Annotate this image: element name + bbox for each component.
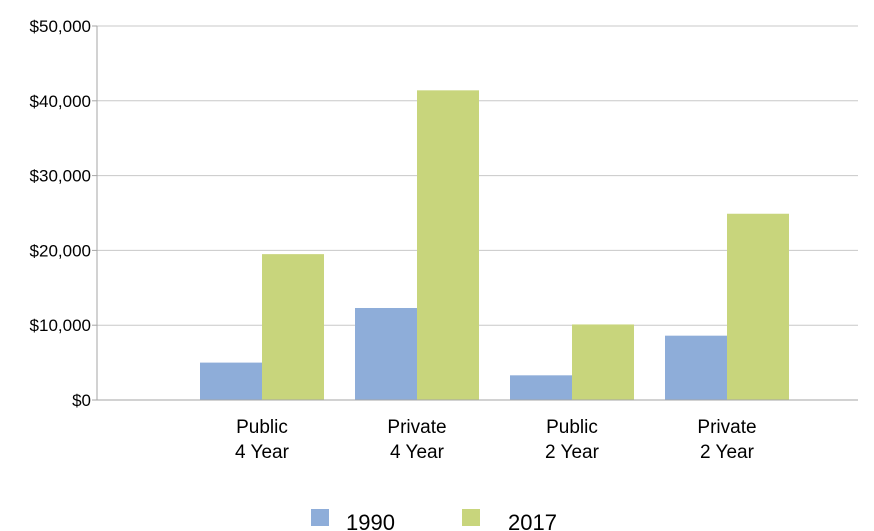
y-tick-label: $50,000 [30,17,91,36]
bar-2017-1 [417,90,479,400]
bar-1990-3 [665,335,727,400]
bar-1990-0 [200,362,262,400]
bar-1990-1 [355,307,417,400]
x-category-label: 4 Year [235,442,290,463]
legend-label-2017: 2017 [508,510,557,531]
x-category-label: 4 Year [390,442,445,463]
legend: 1990 2017 [311,509,557,531]
bar-2017-3 [727,213,789,400]
y-tick-label: $10,000 [30,316,91,335]
bar-2017-0 [262,254,324,400]
legend-label-1990: 1990 [346,510,395,531]
axis-labels: $0 $10,000 $20,000 $30,000 $40,000 $50,000 Pub… [30,17,757,463]
y-tick-label: $40,000 [30,92,91,111]
axes [92,25,858,401]
y-tick-label: $20,000 [30,241,91,260]
y-tick-label: $0 [72,391,91,410]
x-category-label: Public [236,417,288,438]
legend-swatch-1990 [311,509,329,526]
x-category-label: 2 Year [700,442,755,463]
x-category-label: Private [697,417,756,438]
x-category-label: Private [387,417,446,438]
legend-swatch-2017 [462,509,480,526]
y-tick-label: $30,000 [30,167,91,186]
x-category-label: Public [546,417,598,438]
bars [200,90,789,400]
bar-1990-2 [510,375,572,400]
x-category-label: 2 Year [545,442,600,463]
bar-2017-2 [572,324,634,400]
